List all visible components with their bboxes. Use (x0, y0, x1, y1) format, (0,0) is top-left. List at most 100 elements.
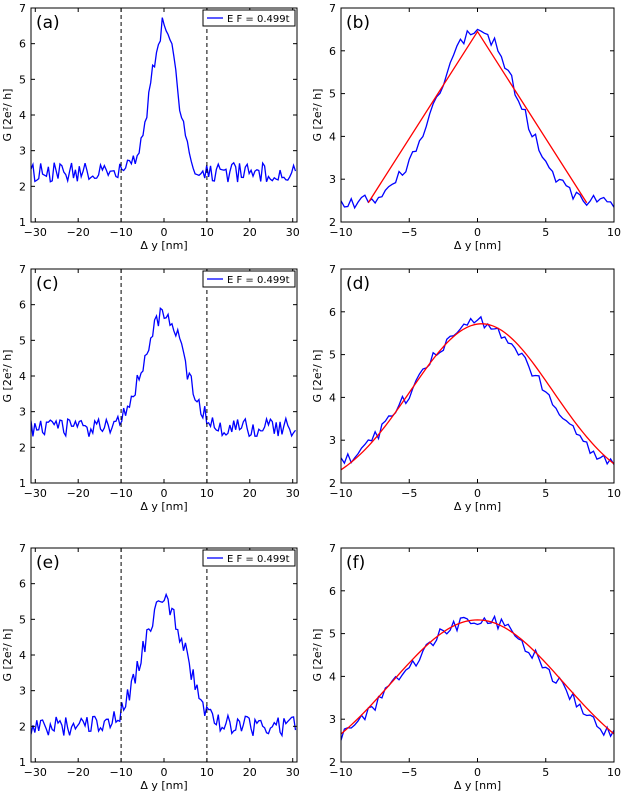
y-tick-label: 5 (19, 613, 26, 626)
y-tick-label: 7 (329, 2, 336, 15)
axes-frame (30, 7, 298, 223)
y-tick-label: 3 (19, 685, 26, 698)
y-tick-label: 2 (329, 477, 336, 490)
x-tick-label: −10 (109, 766, 132, 779)
y-tick-label: 5 (19, 73, 26, 86)
y-tick-label: 2 (329, 216, 336, 229)
x-tick-label: 0 (161, 487, 168, 500)
x-tick-label: 10 (200, 487, 214, 500)
x-tick-label: −5 (401, 487, 417, 500)
data-line (31, 592, 297, 738)
x-tick-label: −30 (24, 226, 47, 239)
legend-box (202, 270, 296, 288)
y-tick-label: 4 (19, 370, 26, 383)
x-tick-label: 10 (607, 226, 621, 239)
y-tick-label: 4 (329, 391, 336, 404)
x-tick-label: 5 (542, 487, 549, 500)
panel-label: (a) (36, 13, 60, 33)
fit-line (341, 619, 614, 735)
y-tick-label: 3 (19, 406, 26, 419)
x-tick-label: 20 (243, 487, 257, 500)
y-tick-label: 5 (329, 349, 336, 362)
axes-frame (30, 268, 298, 484)
y-tick-label: 6 (329, 585, 336, 598)
y-tick-label: 3 (329, 434, 336, 447)
y-axis-label: G [2e²/ h] (311, 89, 324, 142)
x-tick-label: 0 (161, 766, 168, 779)
x-tick-label: 10 (607, 766, 621, 779)
data-line (31, 307, 297, 438)
y-tick-label: 6 (19, 578, 26, 591)
y-tick-label: 4 (19, 649, 26, 662)
y-axis-label: G [2e²/ h] (1, 350, 14, 403)
legend-label: E F = 0.499t (227, 275, 290, 286)
y-tick-label: 2 (329, 756, 336, 769)
y-tick-label: 5 (329, 88, 336, 101)
x-axis-label: Δ y [nm] (140, 239, 187, 252)
x-axis-label: Δ y [nm] (454, 779, 501, 792)
panel-b: −10 −5 0 5 10 2 3 4 5 6 7 Δ y [nm] G [2e²/ h] (b) (311, 2, 621, 252)
panel-e: −30 −20 −10 0 10 20 30 1 2 3 4 5 6 7 Δ y [nm] G [2e²/ h… (1, 542, 300, 792)
x-axis-label: Δ y [nm] (140, 500, 187, 513)
data-line (341, 28, 614, 210)
fit-line (341, 323, 614, 471)
x-tick-label: 0 (474, 766, 481, 779)
x-tick-label: 5 (542, 226, 549, 239)
data-line (341, 614, 614, 741)
legend-box (202, 9, 296, 27)
data-line (31, 17, 297, 184)
y-tick-label: 1 (19, 216, 26, 229)
y-tick-label: 4 (329, 130, 336, 143)
x-tick-label: −10 (329, 226, 352, 239)
x-tick-label: 20 (243, 766, 257, 779)
panel-label: (f) (346, 553, 365, 573)
x-tick-label: 30 (286, 226, 300, 239)
y-tick-label: 6 (329, 45, 336, 58)
y-tick-label: 6 (19, 38, 26, 51)
legend: E F = 0.499t (202, 9, 296, 27)
legend-label: E F = 0.499t (227, 554, 290, 565)
y-tick-label: 5 (329, 628, 336, 641)
y-tick-label: 3 (329, 713, 336, 726)
x-tick-label: −10 (329, 487, 352, 500)
x-tick-label: −20 (67, 487, 90, 500)
y-tick-label: 7 (19, 263, 26, 276)
panel-d: −10 −5 0 5 10 2 3 4 5 6 7 Δ y [nm] G [2e²/ h] (d) (311, 263, 621, 513)
y-axis-label: G [2e²/ h] (311, 629, 324, 682)
x-tick-label: 30 (286, 766, 300, 779)
y-tick-label: 4 (19, 109, 26, 122)
y-tick-label: 2 (19, 720, 26, 733)
axes-frame (340, 7, 615, 223)
y-tick-label: 1 (19, 756, 26, 769)
panel-label: (b) (346, 13, 370, 33)
y-tick-label: 4 (329, 670, 336, 683)
x-tick-label: −30 (24, 766, 47, 779)
y-axis-label: G [2e²/ h] (311, 350, 324, 403)
y-tick-label: 3 (19, 145, 26, 158)
fit-line (367, 30, 588, 204)
x-tick-label: 30 (286, 487, 300, 500)
x-axis-label: Δ y [nm] (454, 239, 501, 252)
panel-label: (e) (36, 553, 60, 573)
panel-c: −30 −20 −10 0 10 20 30 1 2 3 4 5 6 7 Δ y [nm] G [2e²/ h… (1, 263, 300, 513)
y-tick-label: 7 (19, 2, 26, 15)
legend-label: E F = 0.499t (227, 14, 290, 25)
axes-frame (340, 547, 615, 763)
panel-label: (d) (346, 274, 370, 294)
x-axis-label: Δ y [nm] (140, 779, 187, 792)
x-tick-label: 10 (607, 487, 621, 500)
x-tick-label: −5 (401, 226, 417, 239)
x-tick-label: 5 (542, 766, 549, 779)
data-line (341, 315, 614, 466)
x-tick-label: −20 (67, 226, 90, 239)
y-tick-label: 7 (19, 542, 26, 555)
y-tick-label: 2 (19, 441, 26, 454)
legend: E F = 0.499t (202, 270, 296, 288)
y-tick-label: 5 (19, 334, 26, 347)
y-tick-label: 7 (329, 263, 336, 276)
panel-f: −10 −5 0 5 10 2 3 4 5 6 7 Δ y [nm] G [2e²/ h] (f) (311, 542, 621, 792)
y-axis-label: G [2e²/ h] (1, 629, 14, 682)
x-tick-label: −10 (329, 766, 352, 779)
x-tick-label: 10 (200, 226, 214, 239)
